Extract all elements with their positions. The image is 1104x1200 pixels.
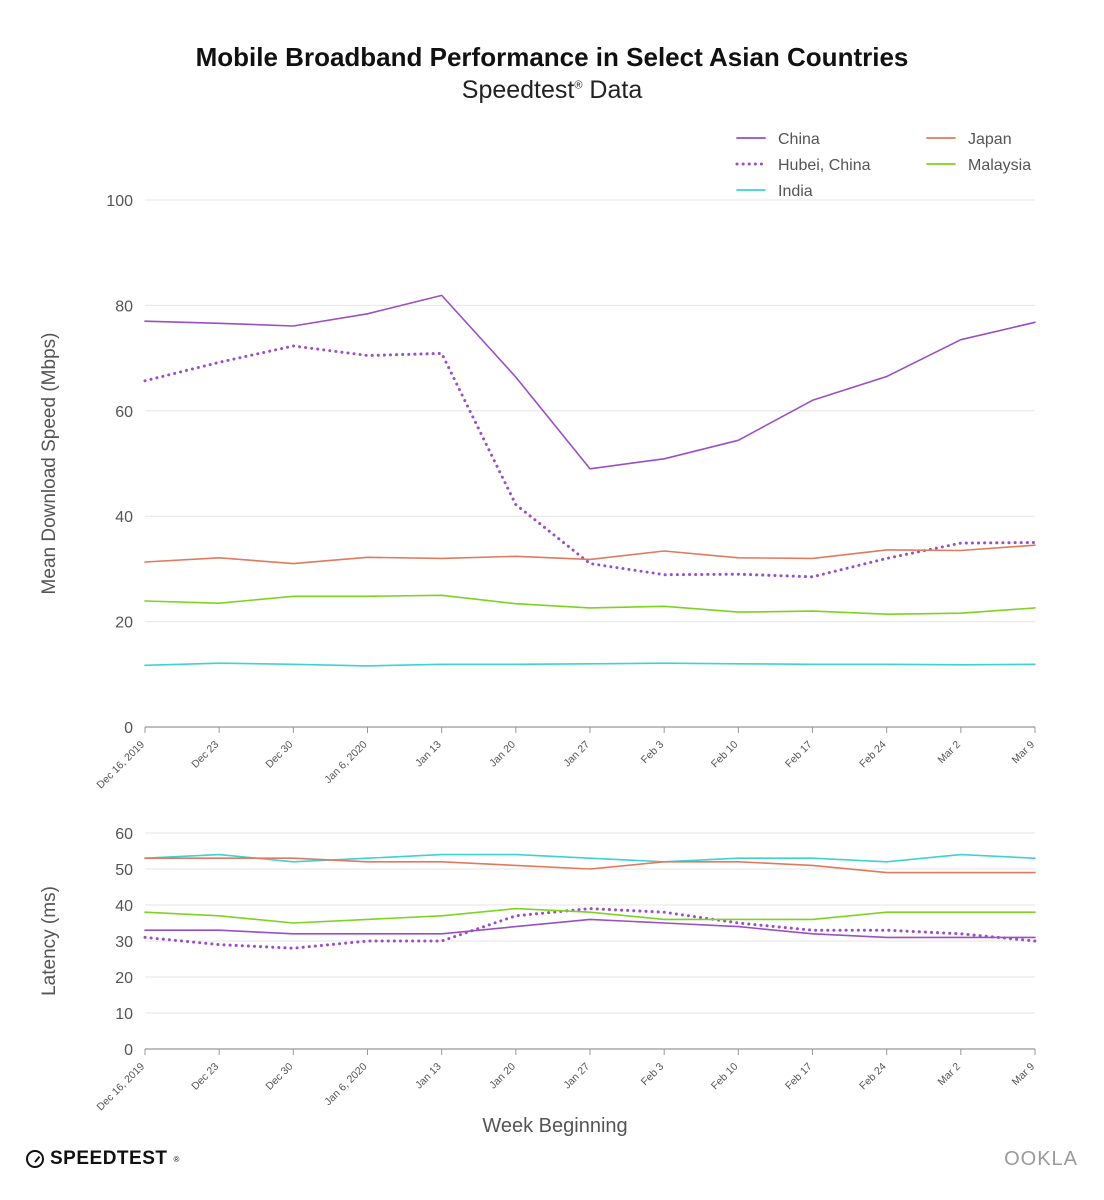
chart2-y-tick-label-50: 50 [115, 862, 133, 879]
chart2-x-tick-label-feb-24: Feb 24 [857, 1061, 889, 1093]
chart1-y-tick-label-20: 20 [115, 615, 133, 632]
ookla-logo: OOKLA [1004, 1148, 1078, 1170]
speedtest-logo-text: SPEEDTEST [50, 1148, 168, 1169]
chart2-y-tick-label-40: 40 [115, 898, 133, 915]
chart2-series-line-china [144, 918, 1036, 939]
chart1-y-axis-label: Mean Download Speed (Mbps) [39, 333, 60, 595]
chart2-x-tick-label-dec-30: Dec 30 [263, 1061, 295, 1093]
chart1-series-line-japan [144, 544, 1036, 565]
chart1-series-line-malaysia [144, 594, 1036, 616]
chart2-series-line-india [144, 853, 1036, 863]
chart1-x-tick-label-dec-16-2019: Dec 16, 2019 [94, 739, 147, 792]
chart2-x-tick-label-feb-17: Feb 17 [783, 1061, 815, 1093]
chart2-x-axis-label: Week Beginning [482, 1115, 627, 1137]
chart1-x-tick-label-feb-10: Feb 10 [709, 739, 741, 771]
chart2-y-axis-label: Latency (ms) [39, 886, 60, 996]
chart1-x-tick-label-feb-24: Feb 24 [857, 739, 889, 771]
chart1-x-tick-label-dec-23: Dec 23 [189, 739, 221, 771]
chart2-y-tick-label-10: 10 [115, 1006, 133, 1023]
chart1-x-tick-label-dec-30: Dec 30 [263, 739, 295, 771]
chart1-y-tick-label-0: 0 [124, 720, 133, 737]
chart2-series-line-malaysia [144, 907, 1036, 924]
legend-label-china: China [778, 131, 820, 148]
chart2-y-tick-label-20: 20 [115, 970, 133, 987]
legend-label-malaysia: Malaysia [968, 157, 1031, 174]
chart1-x-tick-label-jan-6-2020: Jan 6, 2020 [322, 739, 369, 786]
chart1-y-tick-label-80: 80 [115, 298, 133, 315]
chart2-x-tick-label-dec-16-2019: Dec 16, 2019 [94, 1061, 147, 1114]
chart2-x-tick-label-feb-10: Feb 10 [709, 1061, 741, 1093]
chart2-x-tick-label-feb-3: Feb 3 [639, 1061, 667, 1089]
chart2-y-tick-label-0: 0 [124, 1042, 133, 1059]
chart1-x-tick-label-mar-9: Mar 9 [1010, 739, 1038, 767]
subtitle-text: Speedtest [461, 76, 575, 104]
chart1-y-tick-label-40: 40 [115, 509, 133, 526]
chart2-x-tick-label-dec-23: Dec 23 [189, 1061, 221, 1093]
chart1-x-tick-label-jan-20: Jan 20 [487, 739, 518, 770]
chart-title: Mobile Broadband Performance in Select A… [195, 42, 909, 72]
chart1-x-tick-label-feb-17: Feb 17 [783, 739, 815, 771]
chart1-x-tick-label-feb-3: Feb 3 [639, 739, 667, 767]
chart1-series-line-india [144, 662, 1036, 667]
chart2-x-tick-label-jan-13: Jan 13 [413, 1061, 444, 1092]
chart2-x-tick-label-mar-9: Mar 9 [1010, 1061, 1038, 1089]
chart2-x-tick-label-jan-6-2020: Jan 6, 2020 [322, 1061, 369, 1108]
registered-mark: ® [574, 79, 583, 92]
chart1-y-tick-label-60: 60 [115, 404, 133, 421]
chart2-x-tick-label-mar-2: Mar 2 [935, 1061, 963, 1089]
speedometer-icon [26, 1150, 44, 1168]
chart1-y-tick-label-100: 100 [106, 193, 133, 210]
speedtest-logo-mark: ® [173, 1154, 180, 1164]
legend-label-india: India [778, 183, 813, 200]
chart2-series-line-japan [144, 857, 1036, 874]
subtitle-suffix: Data [582, 76, 643, 104]
chart-subtitle: Speedtest® Data [0, 76, 1104, 105]
chart2-y-tick-label-30: 30 [115, 934, 133, 951]
chart2-y-tick-label-60: 60 [115, 826, 133, 843]
legend-label-hubei-china: Hubei, China [778, 157, 871, 174]
chart1-series-line-china [144, 294, 1036, 470]
speedtest-logo: SPEEDTEST ® [26, 1148, 180, 1170]
chart1-x-tick-label-jan-27: Jan 27 [561, 739, 592, 770]
chart2-x-tick-label-jan-27: Jan 27 [561, 1061, 592, 1092]
chart2-x-tick-label-jan-20: Jan 20 [487, 1061, 518, 1092]
chart1-x-tick-label-mar-2: Mar 2 [935, 739, 963, 767]
chart2-series-line-hubei-china [143, 907, 1037, 950]
legend-label-japan: Japan [968, 131, 1012, 148]
chart1-x-tick-label-jan-13: Jan 13 [413, 739, 444, 770]
chart1-series-line-hubei-china [143, 344, 1037, 579]
